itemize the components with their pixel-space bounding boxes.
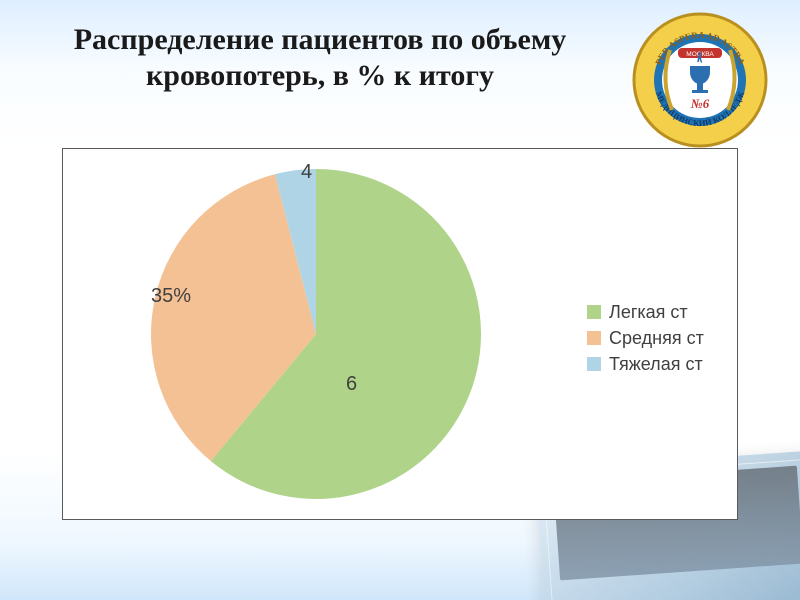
pie-chart-container: 4 35% 6 Легкая ст Средняя ст Тяжелая ст [62,148,738,520]
legend-item-light: Легкая ст [587,299,723,325]
legend-item-middle: Средняя ст [587,325,723,351]
slice-label-middle: 35% [151,285,191,308]
legend-label: Средняя ст [609,328,704,349]
pie-chart [151,169,481,499]
emblem-icon: PER ASPERA AD ASTRA МЕДИЦИНСКИЙ КОЛЛЕДЖ … [630,10,770,150]
legend-item-heavy: Тяжелая ст [587,351,723,377]
legend-label: Тяжелая ст [609,354,703,375]
slice-label-light: 6 [346,373,357,396]
svg-text:№6: №6 [690,96,710,111]
legend-label: Легкая ст [609,302,688,323]
chart-legend: Легкая ст Средняя ст Тяжелая ст [587,299,723,377]
legend-swatch-icon [587,357,601,371]
legend-swatch-icon [587,305,601,319]
page-title: Распределение пациентов по объему кровоп… [60,22,580,94]
college-emblem: PER ASPERA AD ASTRA МЕДИЦИНСКИЙ КОЛЛЕДЖ … [630,10,770,150]
legend-swatch-icon [587,331,601,345]
slice-label-heavy: 4 [301,161,312,184]
